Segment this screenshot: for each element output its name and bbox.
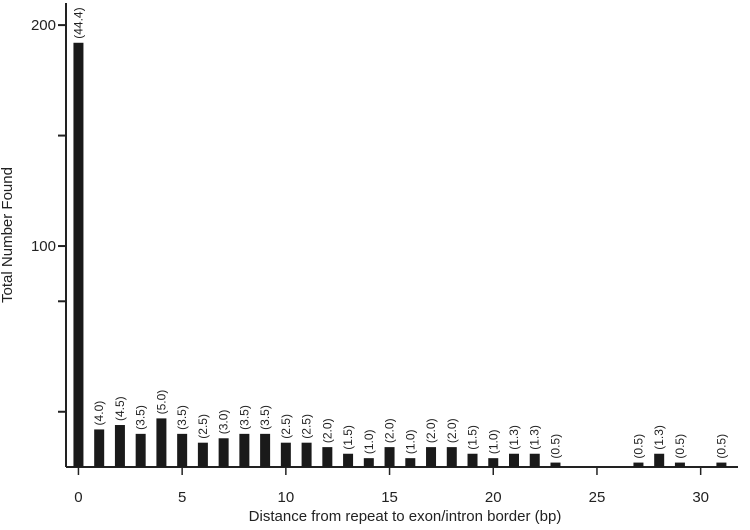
bar-annotation: (3.0): [217, 410, 231, 435]
bar-annotation: (5.0): [154, 390, 168, 415]
y-tick-label: 200: [31, 17, 56, 34]
bar: [177, 433, 188, 467]
bar: [94, 429, 105, 467]
bar-annotation: (1.3): [652, 425, 666, 450]
bar: [405, 458, 416, 467]
bar-annotation: (2.0): [424, 418, 438, 443]
bar: [674, 462, 685, 467]
bar-annotation: (4.0): [92, 401, 106, 426]
bar-annotation: (0.5): [673, 434, 687, 459]
bar: [343, 453, 354, 467]
bar: [135, 433, 146, 467]
bar: [488, 458, 499, 467]
bar: [654, 453, 665, 467]
x-tick-label: 15: [381, 489, 398, 506]
x-tick-label: 0: [74, 489, 82, 506]
x-tick-label: 30: [692, 489, 709, 506]
bar: [716, 462, 727, 467]
bar-annotation: (4.5): [113, 396, 127, 421]
bar: [156, 418, 167, 467]
bar-annotation: (3.5): [258, 405, 272, 430]
x-axis-label: Distance from repeat to exon/intron bord…: [249, 508, 562, 525]
bar: [446, 447, 457, 467]
bar: [301, 442, 312, 467]
bar-annotation: (1.0): [403, 429, 417, 454]
bar-annotation: (44.4): [71, 7, 85, 38]
y-tick-label: 100: [31, 238, 56, 255]
bar-annotation: (2.0): [445, 418, 459, 443]
bar-annotation: (3.5): [134, 405, 148, 430]
bar-annotation: (0.5): [714, 434, 728, 459]
bar-annotation: (2.5): [300, 414, 314, 439]
bar-annotation: (1.0): [362, 429, 376, 454]
bar-annotation: (2.5): [279, 414, 293, 439]
bar: [509, 453, 519, 467]
bar: [550, 462, 561, 467]
bar: [363, 458, 374, 467]
bar-annotation: (1.5): [341, 425, 355, 450]
bar: [633, 462, 644, 467]
bar: [197, 442, 208, 467]
bar: [239, 433, 250, 467]
bar-annotation: (0.5): [548, 434, 562, 459]
bar-annotation: (2.0): [320, 418, 334, 443]
bar: [529, 453, 540, 467]
x-tick-label: 5: [178, 489, 186, 506]
bar: [467, 453, 478, 467]
x-tick-label: 25: [589, 489, 606, 506]
bar: [384, 447, 395, 467]
bar: [114, 425, 125, 467]
bar: [322, 447, 333, 467]
bar-annotation: (3.5): [237, 405, 251, 430]
bar-annotation: (1.0): [486, 429, 500, 454]
x-tick-label: 10: [278, 489, 295, 506]
x-tick-label: 20: [485, 489, 502, 506]
bar: [426, 447, 437, 467]
bar: [260, 433, 271, 467]
bar-annotation: (3.5): [175, 405, 189, 430]
bar-annotation: (1.3): [528, 425, 542, 450]
bar: [280, 442, 291, 467]
bar-annotation: (2.5): [196, 414, 210, 439]
bar: [73, 42, 84, 468]
bar-annotation: (1.5): [466, 425, 480, 450]
bar-annotation: (0.5): [631, 434, 645, 459]
y-axis-label: Total Number Found: [0, 167, 16, 303]
bar: [218, 438, 229, 467]
bar-annotation: (2.0): [383, 418, 397, 443]
bar-annotation: (1.3): [507, 425, 521, 450]
